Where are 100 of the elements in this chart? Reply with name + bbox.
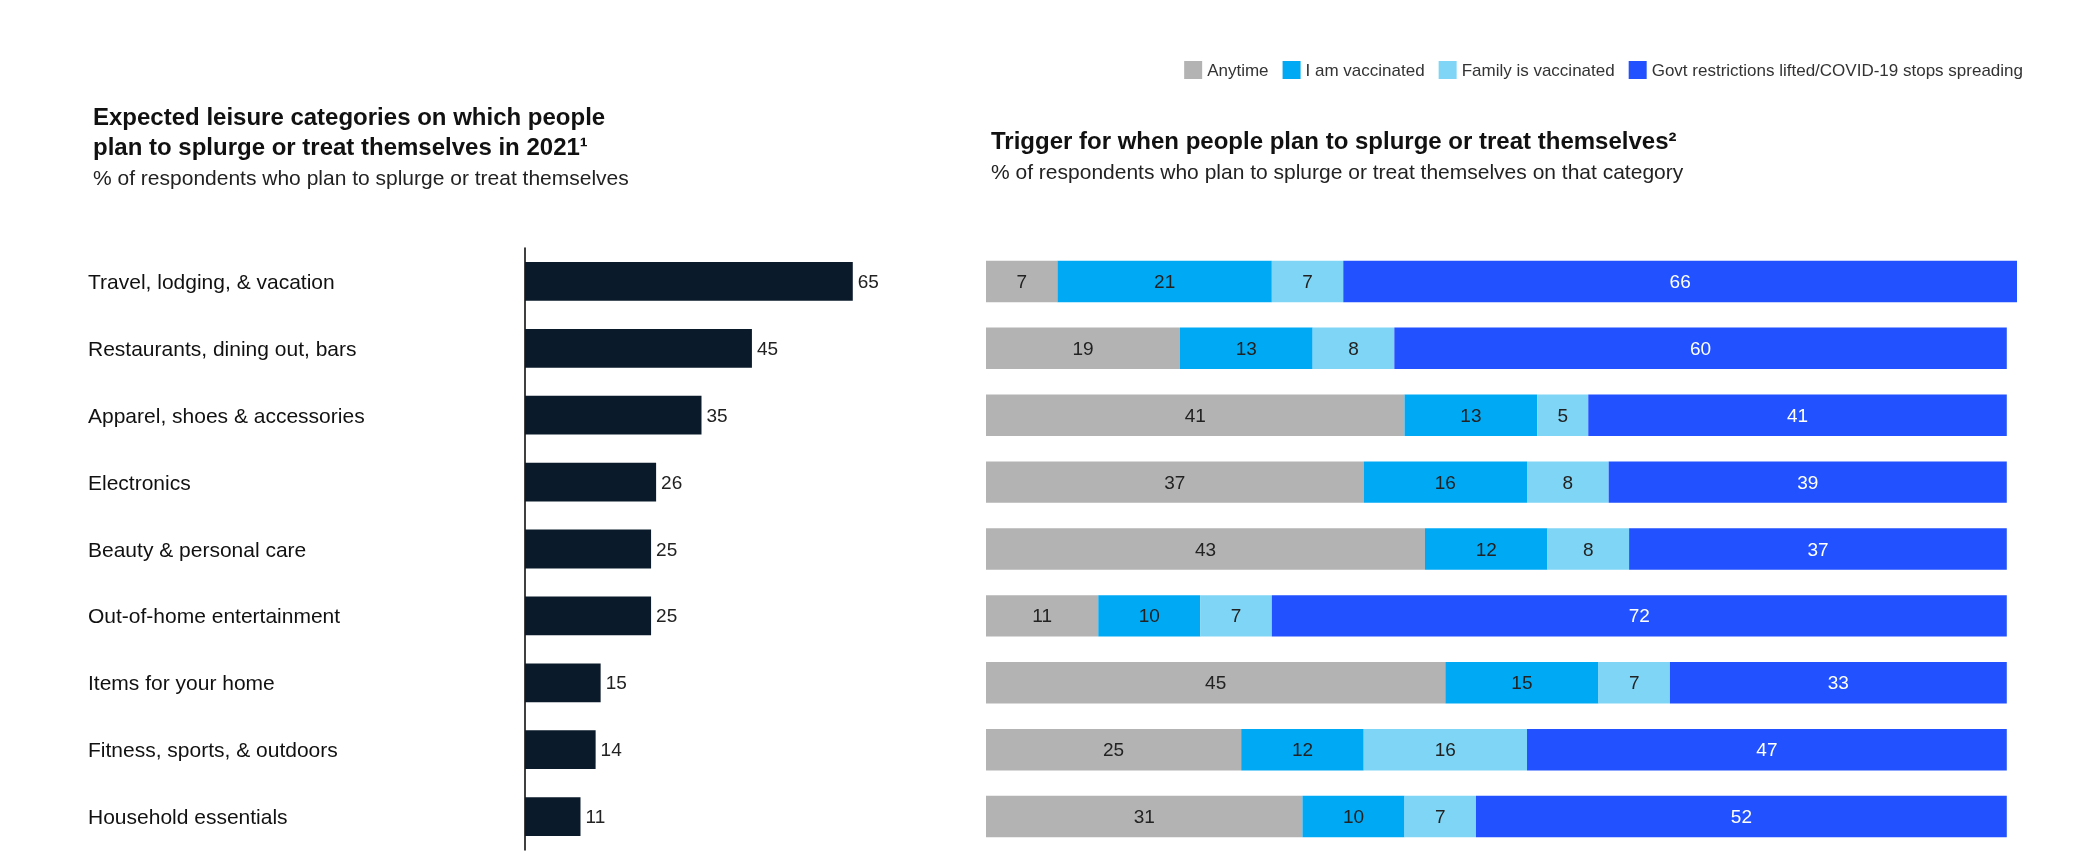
bar (1394, 327, 2007, 370)
chart-subtitle: % of respondents who plan to splurge or treat themselves on that category (991, 160, 1684, 183)
data-label: 19 (1072, 337, 1094, 359)
data-label: 25 (1103, 739, 1125, 761)
data-label: 7 (1628, 672, 1640, 694)
data-label: 12 (1475, 538, 1497, 560)
data-label: 45 (1205, 672, 1227, 694)
data-label: 39 (1797, 471, 1819, 493)
bar (986, 595, 1099, 637)
bar (1527, 461, 1609, 503)
data-label: 7 (1302, 270, 1313, 292)
data-label: 65 (857, 270, 879, 292)
bar (986, 394, 1405, 436)
data-label: 26 (661, 471, 683, 493)
bar (1271, 260, 1344, 303)
data-label: 43 (1194, 538, 1217, 560)
bar (525, 328, 752, 368)
bar (1598, 662, 1670, 704)
legend-label: Govt restrictions lifted/COVID-19 stops spreading (1651, 60, 2024, 80)
bar (1363, 728, 1528, 771)
data-label: 8 (1348, 337, 1359, 359)
bar (1629, 528, 2007, 570)
data-label: 5 (1557, 404, 1569, 426)
data-label: 37 (1807, 538, 1829, 560)
bar (1057, 260, 1272, 303)
bar (1302, 795, 1405, 838)
data-label: 16 (1434, 471, 1456, 493)
bar (1588, 394, 2007, 436)
bar (1537, 394, 1589, 436)
y-tick-label: Electronics (88, 470, 191, 494)
data-label: 60 (1689, 337, 1712, 359)
bar (1475, 795, 2007, 838)
bar (1424, 528, 1548, 570)
bar (986, 795, 1303, 838)
data-label: 14 (600, 739, 623, 761)
bar (525, 730, 596, 770)
bar (525, 797, 581, 836)
data-label: 41 (1786, 404, 1809, 426)
legend-label: Family is vaccinated (1461, 60, 1615, 80)
bar (986, 327, 1180, 370)
data-label: 72 (1628, 605, 1650, 627)
y-tick-label: Apparel, shoes & accessories (88, 403, 365, 427)
bar (1669, 662, 2007, 704)
bar (1547, 528, 1630, 570)
data-label: 10 (1342, 806, 1365, 828)
data-label: 35 (706, 404, 728, 426)
data-label: 41 (1184, 404, 1206, 426)
y-tick-label: Travel, lodging, & vacation (88, 269, 335, 293)
data-label: 47 (1756, 739, 1778, 761)
y-tick-label: Beauty & personal care (88, 537, 307, 561)
data-label: 66 (1669, 270, 1691, 292)
data-label: 8 (1582, 538, 1594, 560)
y-tick-label: Items for your home (88, 671, 275, 695)
bar (1343, 260, 2017, 303)
bar (986, 528, 1425, 570)
data-label: 7 (1016, 270, 1028, 292)
data-label: 7 (1434, 806, 1446, 828)
bar (1179, 327, 1313, 370)
bar (1404, 394, 1538, 436)
bar (1445, 662, 1599, 704)
data-label: 25 (656, 605, 678, 627)
bar (1200, 595, 1272, 637)
bar (1363, 461, 1528, 503)
bar (1608, 461, 2007, 503)
y-tick-label: Fitness, sports, & outdoors (88, 738, 338, 762)
data-label: 31 (1133, 806, 1155, 828)
data-label: 52 (1730, 806, 1752, 828)
bar (1404, 795, 1476, 838)
data-label: 33 (1827, 672, 1849, 694)
legend-label: I am vaccinated (1305, 60, 1425, 80)
bar (525, 462, 657, 502)
data-label: 8 (1562, 471, 1574, 493)
data-label: 15 (1511, 672, 1533, 694)
chart-title: Expected leisure categories on which people plan to splurge or treat themselves in 2021¹ (93, 102, 606, 160)
bar (986, 662, 1446, 704)
chart-subtitle: % of respondents who plan to splurge or treat themselves (93, 166, 629, 189)
data-label: 11 (585, 806, 606, 828)
data-label: 12 (1291, 739, 1314, 761)
data-label: 16 (1434, 739, 1456, 761)
bar (525, 663, 601, 703)
data-label: 13 (1460, 404, 1482, 426)
data-label: 13 (1235, 337, 1257, 359)
data-label: 37 (1164, 471, 1186, 493)
bar (525, 596, 652, 636)
data-label: 15 (605, 672, 627, 694)
data-label: 21 (1154, 270, 1176, 292)
bar (986, 728, 1242, 771)
bar (1271, 595, 2007, 637)
bar (1527, 728, 2007, 771)
data-label: 11 (1032, 605, 1053, 627)
bar (525, 395, 702, 435)
bar (1241, 728, 1364, 771)
bar (1312, 327, 1395, 370)
y-tick-label: Household essentials (88, 805, 288, 829)
chart-title: Trigger for when people plan to splurge or treat themselves² (991, 126, 1677, 154)
data-label: 45 (756, 337, 779, 359)
data-label: 7 (1230, 605, 1242, 627)
legend-label: Anytime (1207, 60, 1269, 80)
bar (525, 529, 652, 569)
bar (986, 461, 1364, 503)
